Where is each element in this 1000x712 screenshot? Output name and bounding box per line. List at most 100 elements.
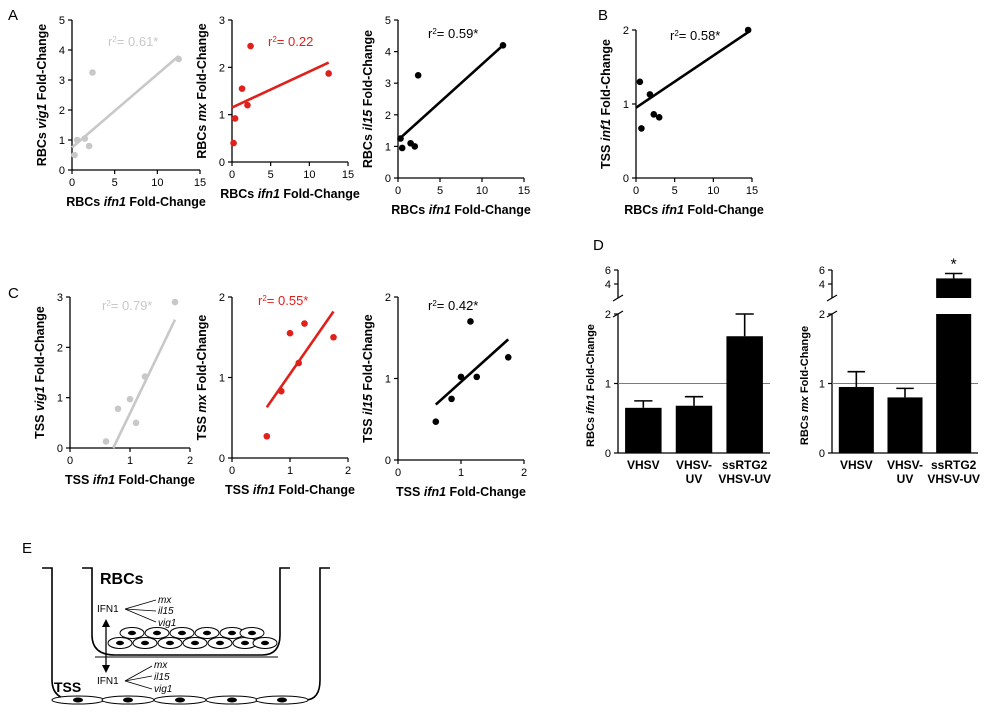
x-axis-label-suffix: Fold-Change bbox=[126, 195, 206, 209]
arrow-head-down bbox=[102, 665, 110, 673]
x-tick-label: 10 bbox=[151, 177, 163, 189]
y-tick-label: 1 bbox=[219, 373, 225, 385]
trend-line bbox=[112, 319, 177, 449]
data-point bbox=[432, 418, 440, 425]
data-point bbox=[473, 373, 481, 381]
x-axis-label: RBCs ifn1 Fold-Change bbox=[220, 187, 360, 201]
x-axis-label: TSS ifn1 Fold-Change bbox=[65, 473, 195, 487]
x-tick-label: 5 bbox=[437, 185, 443, 197]
y-tick-label: 1 bbox=[57, 393, 63, 405]
r-squared-exponent: 2 bbox=[432, 299, 437, 308]
rbc-nucleus bbox=[241, 640, 249, 646]
x-axis-label-suffix: Fold-Change bbox=[446, 485, 526, 499]
trend-line bbox=[635, 31, 749, 109]
bar bbox=[726, 336, 763, 453]
x-tick-label: 15 bbox=[342, 169, 354, 181]
x-axis-label: RBCs ifn1 Fold-Change bbox=[66, 195, 206, 209]
y-axis-label-prefix: RBCs bbox=[361, 131, 375, 169]
bar bbox=[625, 407, 662, 453]
data-point bbox=[81, 135, 89, 142]
x-axis-label-suffix: Fold-Change bbox=[275, 483, 355, 497]
data-point bbox=[744, 26, 752, 34]
well-diagram: RBCs TSS IFN1 mx il15 vig1 IFN1 mx il15 … bbox=[42, 567, 330, 705]
tss-nucleus bbox=[277, 697, 287, 703]
y-axis-label-prefix: TSS bbox=[361, 415, 375, 443]
trend-line bbox=[71, 55, 180, 149]
rbc-nucleus bbox=[178, 630, 186, 636]
y-axis-label-gene: vig1 bbox=[33, 386, 47, 411]
x-axis-label-prefix: RBCs bbox=[66, 195, 104, 209]
data-point bbox=[132, 419, 140, 427]
r-squared-annotation: r2= 0.59* bbox=[428, 26, 478, 41]
data-point bbox=[325, 70, 332, 77]
data-point bbox=[89, 69, 96, 76]
y-axis-label-gene: mx bbox=[195, 393, 209, 412]
y-axis-label-prefix: TSS bbox=[195, 413, 209, 441]
y-tick-label: 2 bbox=[605, 309, 611, 321]
y-axis-label: TSS mx Fold-Change bbox=[195, 315, 209, 441]
category-label: VHSV-UV bbox=[718, 472, 771, 486]
bar bbox=[675, 405, 713, 453]
y-tick-label: 1 bbox=[605, 379, 611, 391]
rbc-nucleus bbox=[203, 630, 211, 636]
r-squared-exponent: 2 bbox=[674, 29, 679, 38]
y-axis-label-prefix: TSS bbox=[33, 411, 47, 439]
x-tick-label: 5 bbox=[268, 169, 274, 181]
category-label: UV bbox=[686, 472, 703, 486]
r-squared-value: = 0.42* bbox=[437, 298, 479, 313]
insert-well-outline bbox=[82, 567, 290, 656]
data-point bbox=[411, 143, 419, 150]
axis-break-mark bbox=[826, 294, 838, 302]
data-point bbox=[448, 395, 455, 403]
y-axis-label-gene: il15 bbox=[361, 393, 375, 415]
y-axis-label-gene: vig1 bbox=[35, 104, 49, 129]
data-point bbox=[467, 318, 474, 325]
y-axis-label-gene: inf1 bbox=[599, 119, 613, 141]
r-squared-r: r bbox=[268, 34, 273, 49]
x-tick-label: 10 bbox=[303, 169, 315, 181]
y-tick-label: 4 bbox=[605, 279, 611, 291]
y-tick-label: 1 bbox=[623, 99, 629, 111]
y-tick-label: 1 bbox=[59, 135, 65, 147]
x-axis-label-prefix: TSS bbox=[225, 483, 253, 497]
bar bbox=[936, 314, 972, 453]
y-tick-label: 5 bbox=[59, 15, 65, 27]
x-axis-label-suffix: Fold-Change bbox=[684, 203, 764, 217]
y-tick-label: 2 bbox=[59, 105, 65, 117]
y-axis-label-suffix: Fold-Change bbox=[361, 314, 375, 394]
data-point bbox=[295, 359, 303, 367]
x-tick-label: 1 bbox=[127, 455, 133, 467]
y-tick-label: 2 bbox=[385, 292, 391, 304]
data-point bbox=[398, 144, 406, 152]
trend-line bbox=[434, 338, 510, 406]
bar bbox=[887, 397, 923, 453]
y-axis-label: TSS vig1 Fold-Change bbox=[33, 306, 47, 439]
r-squared-r: r bbox=[428, 298, 433, 313]
category-label: VHSV bbox=[840, 458, 873, 472]
y-tick-label: 0 bbox=[57, 443, 63, 455]
x-tick-label: 2 bbox=[345, 465, 351, 477]
y-tick-label: 2 bbox=[819, 309, 825, 321]
x-axis-label-suffix: Fold-Change bbox=[451, 203, 531, 217]
y-axis-label-gene: ifn1 bbox=[585, 394, 597, 414]
y-tick-label: 0 bbox=[605, 448, 611, 460]
y-axis-label: RBCs ifn1 Fold-Change bbox=[585, 324, 597, 447]
category-label: ssRTG2 bbox=[931, 458, 977, 472]
y-tick-label: 2 bbox=[219, 62, 225, 74]
y-axis-label: RBCs mx Fold-Change bbox=[195, 23, 209, 158]
x-tick-label: 15 bbox=[194, 177, 206, 189]
r-squared-value: = 0.59* bbox=[437, 26, 479, 41]
rbc-nucleus bbox=[191, 640, 199, 646]
gene-branch bbox=[124, 675, 153, 682]
trend-line bbox=[265, 310, 335, 409]
y-tick-label: 4 bbox=[819, 279, 825, 291]
r-squared-annotation: r2= 0.55* bbox=[258, 293, 308, 308]
data-point bbox=[114, 405, 122, 413]
y-tick-label: 0 bbox=[819, 448, 825, 460]
r-squared-annotation: r2= 0.42* bbox=[428, 298, 478, 313]
data-point bbox=[247, 42, 254, 50]
